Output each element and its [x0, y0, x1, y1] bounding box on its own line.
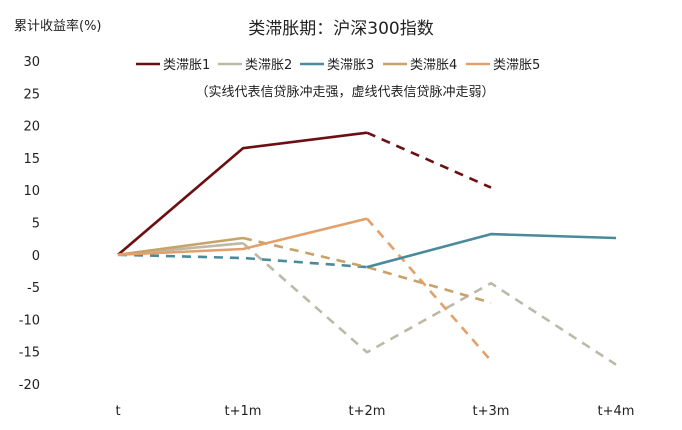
series-lines: [117, 131, 617, 366]
x-tick-label: t+1m: [225, 404, 262, 419]
y-tick-label: 30: [23, 55, 40, 70]
legend: 类滞胀1 类滞胀2 类滞胀3 类滞胀4 类滞胀5: [136, 58, 540, 73]
series-4-dashed-line: [242, 236, 492, 304]
y-tick-label: 5: [32, 217, 40, 232]
x-tick-label: t+3m: [473, 404, 510, 419]
x-axis-ticks: t t+1m t+2m t+3m t+4m: [115, 404, 634, 419]
series-1-solid-line: [117, 131, 368, 256]
y-tick-label: -10: [19, 313, 40, 328]
y-tick-label: -5: [27, 281, 40, 296]
chart-note: （实线代表信贷脉冲走强，虚线代表信贷脉冲走弱）: [195, 85, 494, 100]
y-tick-label: 25: [23, 87, 40, 102]
y-tick-label: -15: [19, 346, 40, 361]
legend-label: 类滞胀5: [493, 58, 540, 73]
y-axis-label: 累计收益率(%): [14, 18, 102, 34]
legend-label: 类滞胀4: [410, 58, 457, 73]
series-5-solid-line: [117, 217, 368, 257]
series-3-dashed-line: [117, 253, 368, 269]
y-tick-label: 20: [23, 120, 40, 135]
series-2-dashed-line: [242, 242, 617, 366]
legend-label: 类滞胀3: [327, 58, 374, 73]
series-4-solid-line: [117, 236, 244, 257]
x-tick-label: t+4m: [598, 404, 635, 419]
y-tick-label: 15: [23, 152, 40, 167]
y-tick-label: -20: [19, 378, 40, 393]
y-tick-label: 0: [32, 249, 40, 264]
y-axis-ticks: 30 25 20 15 10 5 0 -5 -10 -15 -20: [19, 55, 40, 393]
y-tick-label: 10: [23, 184, 40, 199]
x-tick-label: t: [115, 404, 120, 419]
x-tick-label: t+2m: [349, 404, 386, 419]
legend-label: 类滞胀2: [245, 58, 292, 73]
chart-title: 类滞胀期：沪深300指数: [248, 19, 433, 39]
series-3-solid-line: [366, 232, 617, 269]
legend-label: 类滞胀1: [163, 58, 210, 73]
series-1-dashed-line: [366, 131, 492, 189]
